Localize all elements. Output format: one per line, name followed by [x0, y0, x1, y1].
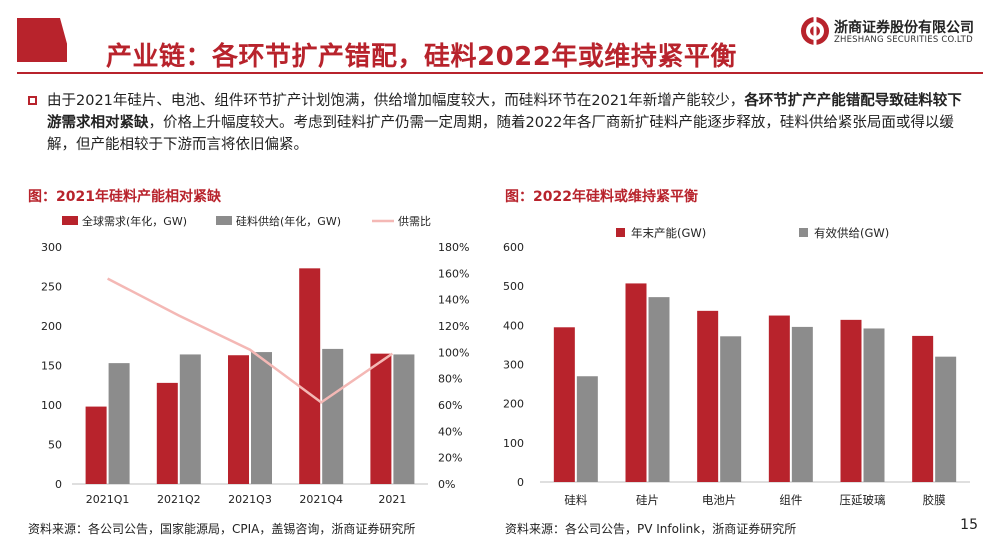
y-axis-tick-label: 0 — [55, 478, 62, 491]
bar-supply — [179, 354, 201, 484]
title-accent-block — [17, 18, 67, 62]
title-underline — [17, 72, 983, 74]
legend-swatch-effective-supply — [799, 228, 808, 237]
x-axis-tick-label: 压延玻璃 — [840, 493, 886, 507]
bar-supply — [251, 352, 272, 484]
y2-axis-tick-label: 160% — [438, 267, 469, 280]
legend-label-supply: 硅料供给(年化，GW) — [236, 214, 341, 228]
bar-supply — [108, 363, 130, 484]
chart-right-title: 图：2022年硅料或维持紧平衡 — [505, 189, 698, 205]
bar-capacity — [912, 335, 934, 482]
bar-capacity — [840, 319, 862, 482]
legend-swatch-capacity — [616, 228, 625, 237]
y-axis-tick-label: 400 — [503, 319, 524, 332]
x-axis-tick-label: 2021Q4 — [299, 493, 343, 506]
y2-axis-tick-label: 40% — [438, 425, 462, 438]
source-note-right: 资料来源：各公司公告，PV Infolink，浙商证券研究所 — [505, 522, 797, 536]
x-axis-tick-label: 硅料 — [564, 493, 587, 507]
legend-label-effective-supply: 有效供给(GW) — [814, 226, 889, 240]
bullet-text-part2: ，价格上升幅度较大。考虑到硅料扩产仍需一定周期，随着2022年各厂商新扩硅料产能… — [47, 115, 954, 153]
y-axis-tick-label: 200 — [503, 398, 524, 411]
logo-company-name-en: ZHESHANG SECURITIES CO.LTD — [834, 35, 973, 45]
bar-supply — [322, 348, 344, 484]
bullet-text-part1: 由于2021年硅片、电池、组件环节扩产计划饱满，供给增加幅度较大，而硅料环节在2… — [47, 93, 745, 109]
y-axis-tick-label: 150 — [41, 360, 62, 373]
y-axis-tick-label: 50 — [48, 439, 62, 452]
y2-axis-tick-label: 80% — [438, 373, 462, 386]
legend-swatch-supply — [216, 216, 232, 225]
y2-axis-tick-label: 60% — [438, 399, 462, 412]
y2-axis-tick-label: 20% — [438, 452, 462, 465]
chart-right: 0 100 200 300 400 500 600 硅料 硅片 电池片 组件 压延玻璃 胶膜 年末产能(G… — [503, 226, 970, 507]
x-axis-tick-label: 胶膜 — [923, 493, 946, 507]
y2-axis-tick-label: 100% — [438, 346, 469, 359]
bullet-paragraph: 由于2021年硅片、电池、组件环节扩产计划饱满，供给增加幅度较大，而硅料环节在2… — [47, 90, 967, 156]
bar-demand — [370, 353, 392, 484]
bar-demand — [85, 406, 107, 484]
x-axis-tick-label: 2021Q1 — [86, 493, 130, 506]
y2-axis-tick-label: 180% — [438, 241, 469, 254]
x-axis-tick-label: 组件 — [779, 493, 802, 507]
legend-label-capacity: 年末产能(GW) — [631, 226, 706, 240]
source-note-left: 资料来源：各公司公告，国家能源局，CPIA，盖锡咨询，浙商证券研究所 — [28, 522, 416, 536]
bar-demand — [228, 355, 249, 484]
y2-axis-tick-label: 0% — [438, 478, 455, 491]
bar-effective-supply — [576, 376, 598, 482]
bullet-square-icon — [28, 96, 37, 105]
bar-effective-supply — [863, 328, 885, 482]
y-axis-tick-label: 100 — [41, 399, 62, 412]
x-axis-tick-label: 硅片 — [636, 493, 659, 507]
bar-capacity — [697, 310, 719, 482]
x-axis-tick-label: 电池片 — [702, 493, 737, 507]
bullet-text-bold: 各环节扩产产能错配导致硅料较下游需求相对紧缺 — [47, 93, 962, 131]
y-axis-tick-label: 250 — [41, 281, 62, 294]
slide-title: 产业链：各环节扩产错配，硅料2022年或维持紧平衡 — [106, 42, 737, 72]
y-axis-tick-label: 100 — [503, 437, 524, 450]
company-logo-mark-icon — [801, 17, 829, 45]
x-axis-tick-label: 2021Q2 — [157, 493, 201, 506]
bar-capacity — [768, 315, 790, 482]
title-accent-notch — [60, 18, 72, 62]
legend-label-ratio: 供需比 — [398, 214, 431, 228]
bar-effective-supply — [791, 326, 813, 482]
bar-effective-supply — [935, 356, 957, 482]
bar-capacity — [625, 283, 647, 482]
company-logo: 浙商证券股份有限公司 ZHESHANG SECURITIES CO.LTD — [800, 14, 984, 50]
bar-demand — [156, 382, 178, 484]
legend-swatch-demand — [62, 216, 78, 225]
line-supply-demand-ratio — [107, 277, 394, 404]
y-axis-tick-label: 500 — [503, 280, 524, 293]
y-axis-tick-label: 200 — [41, 320, 62, 333]
bar-effective-supply — [720, 336, 742, 482]
x-axis-tick-label: 2021Q3 — [228, 493, 272, 506]
chart-left: 0 50 100 150 200 250 300 0% 20% 40% 60% 80% 100% 120%… — [41, 214, 469, 506]
bar-effective-supply — [648, 297, 670, 482]
y2-axis-tick-label: 120% — [438, 320, 469, 333]
legend-label-demand: 全球需求(年化，GW) — [82, 214, 187, 228]
page-number: 15 — [960, 517, 978, 533]
logo-company-name: 浙商证券股份有限公司 — [834, 20, 974, 36]
bar-supply — [393, 354, 415, 484]
y-axis-tick-label: 0 — [517, 476, 524, 489]
x-axis-tick-label: 2021 — [378, 493, 406, 506]
y2-axis-tick-label: 140% — [438, 294, 469, 307]
chart-left-title: 图：2021年硅料产能相对紧缺 — [28, 189, 221, 205]
y-axis-tick-label: 300 — [503, 359, 524, 372]
y-axis-tick-label: 300 — [41, 241, 62, 254]
bar-demand — [299, 268, 321, 484]
y-axis-tick-label: 600 — [503, 241, 524, 254]
bar-capacity — [553, 327, 575, 482]
